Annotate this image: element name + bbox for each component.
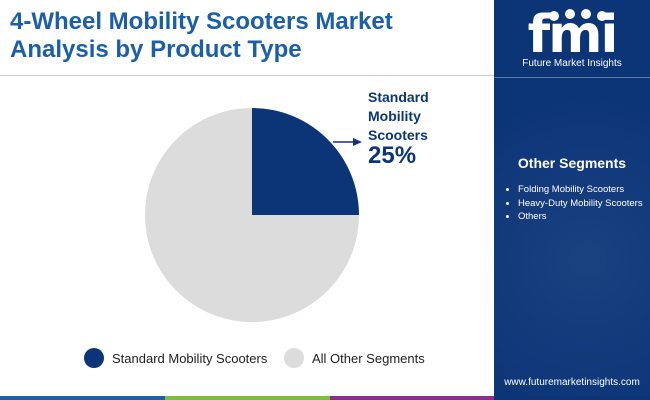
segments-panel: fmi Future Market Insights Other Segment…	[494, 0, 650, 400]
other-segments-list: Folding Mobility Scooters Heavy-Duty Mob…	[504, 184, 644, 225]
panel-divider	[494, 77, 650, 78]
callout-value: 25%	[368, 142, 417, 169]
chart-title: 4-Wheel Mobility Scooters Market Analysi…	[10, 8, 393, 63]
callout-arrowhead	[353, 138, 362, 146]
accent-bar-blue	[0, 396, 165, 400]
brand-name: Future Market Insights	[522, 58, 622, 69]
legend-item-other: All Other Segments	[284, 347, 425, 369]
fmi-logo-mark: fmi	[528, 8, 619, 56]
callout-label: Standard Mobility Scooters	[368, 89, 429, 143]
accent-bar-purple	[330, 396, 494, 400]
accent-bar	[0, 396, 650, 400]
legend-item-standard: Standard Mobility Scooters	[84, 347, 267, 369]
pie-slice-standard	[252, 108, 359, 215]
list-item: Folding Mobility Scooters	[504, 184, 644, 197]
website-link[interactable]: www.futuremarketinsights.com	[504, 377, 640, 388]
accent-bar-green	[165, 396, 330, 400]
title-divider	[0, 75, 494, 76]
legend-swatch-standard	[84, 348, 104, 368]
legend-label-standard: Standard Mobility Scooters	[112, 350, 268, 366]
accent-bar-navy	[494, 396, 650, 400]
list-item: Others	[504, 211, 644, 224]
legend-swatch-other	[284, 348, 304, 368]
list-item: Heavy-Duty Mobility Scooters	[504, 198, 644, 211]
legend-label-other: All Other Segments	[312, 350, 425, 366]
fmi-logo: fmi Future Market Insights	[512, 8, 632, 72]
pie-slice-other	[145, 108, 359, 322]
pie-chart	[145, 108, 362, 322]
other-segments-heading: Other Segments	[517, 155, 627, 171]
